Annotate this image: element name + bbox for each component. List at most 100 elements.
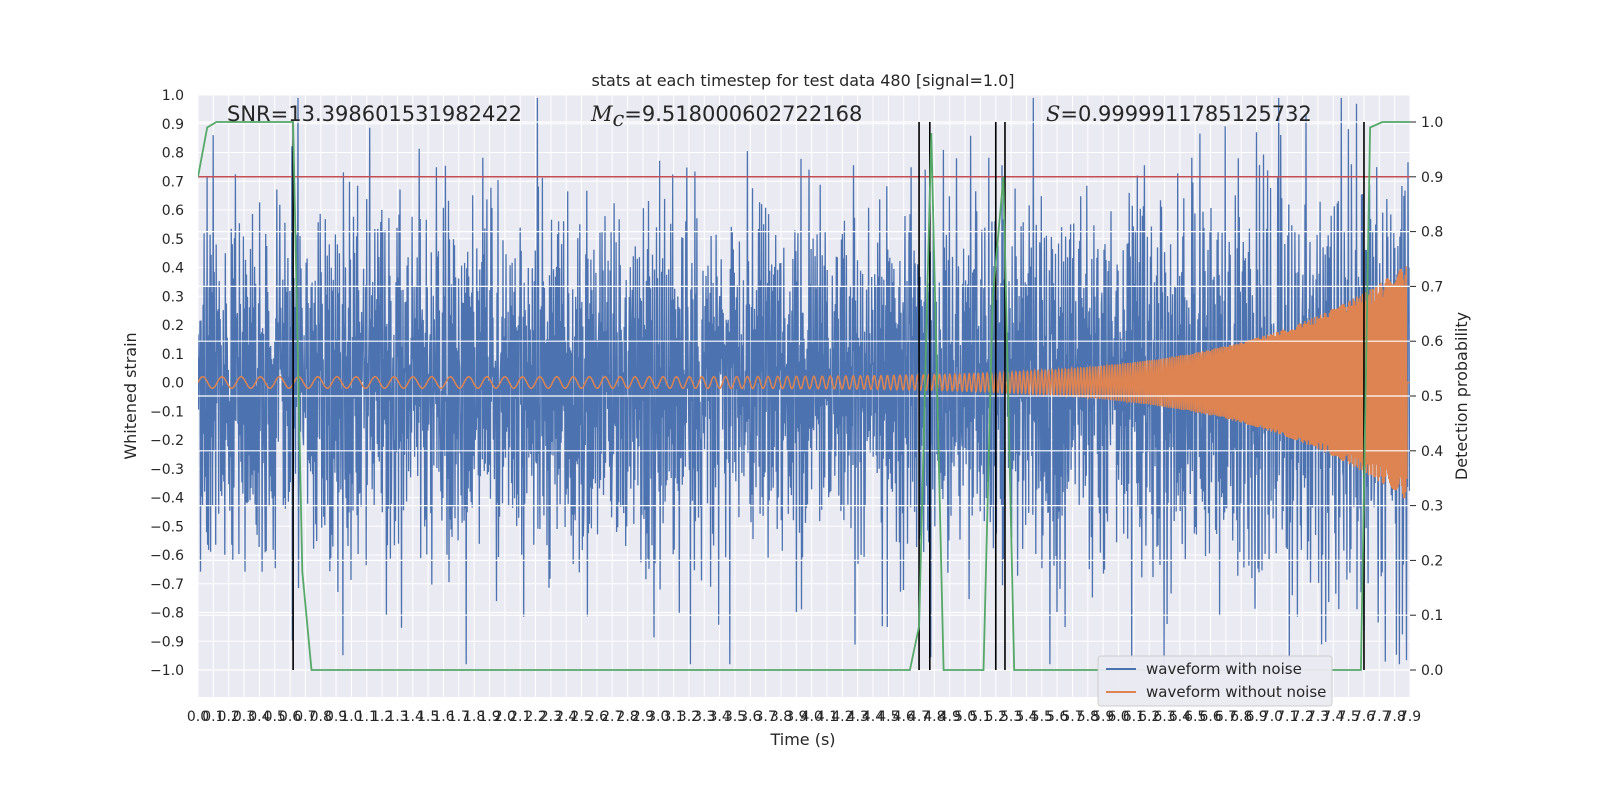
x-tick-label: 1.4 bbox=[402, 709, 424, 725]
series-line-clean bbox=[198, 266, 1410, 499]
x-tick-label: 4.8 bbox=[923, 709, 945, 725]
x-tick-label: 4.0 bbox=[801, 709, 823, 725]
x-tick-label: 4.5 bbox=[877, 709, 899, 725]
y-axis-label: Whitened strain bbox=[121, 332, 140, 459]
x-tick-label: 6.2 bbox=[1138, 709, 1160, 725]
x-tick-label: 0.7 bbox=[294, 709, 316, 725]
x-tick-label: 4.4 bbox=[862, 709, 884, 725]
x-tick-label: 0.8 bbox=[310, 709, 332, 725]
x-tick-label: 7.0 bbox=[1261, 709, 1283, 725]
y2-axis-label: Detection probability bbox=[1452, 312, 1471, 480]
y2-tick-label: 0.2 bbox=[1421, 553, 1443, 569]
chirp-mass-annotation: Mc=9.518000602722168 bbox=[590, 102, 862, 131]
y-tick-label: 0.6 bbox=[162, 203, 184, 219]
x-tick-label: 6.6 bbox=[1199, 709, 1221, 725]
x-tick-label: 5.2 bbox=[985, 709, 1007, 725]
x-tick-label: 2.8 bbox=[616, 709, 638, 725]
y2-tick-label: 0.9 bbox=[1421, 170, 1443, 186]
x-tick-label: 6.4 bbox=[1169, 709, 1191, 725]
x-tick-label: 3.4 bbox=[708, 709, 730, 725]
x-axis-label: Time (s) bbox=[769, 730, 835, 749]
x-tick-label: 1.6 bbox=[432, 709, 454, 725]
y-tick-label: −0.1 bbox=[150, 404, 184, 420]
y-tick-label: −1.0 bbox=[150, 663, 184, 679]
noise-waveform-layer bbox=[198, 97, 1410, 665]
x-tick-label: 6.5 bbox=[1184, 709, 1206, 725]
x-tick-label: 5.7 bbox=[1061, 709, 1083, 725]
x-tick-label: 2.1 bbox=[509, 709, 531, 725]
x-tick-label: 6.0 bbox=[1107, 709, 1129, 725]
x-tick-label: 4.1 bbox=[816, 709, 838, 725]
x-tick-label: 2.3 bbox=[540, 709, 562, 725]
x-tick-label: 4.7 bbox=[908, 709, 930, 725]
x-tick-label: 5.6 bbox=[1046, 709, 1068, 725]
clean-waveform-layer bbox=[198, 266, 1410, 499]
y-tick-label: 0.9 bbox=[162, 117, 184, 133]
y-tick-label: −0.3 bbox=[150, 462, 184, 478]
x-tick-label: 2.5 bbox=[570, 709, 592, 725]
y2-tick-label: 0.1 bbox=[1421, 608, 1443, 624]
series-line-noise bbox=[198, 97, 1410, 665]
x-tick-label: 6.3 bbox=[1153, 709, 1175, 725]
y-tick-label: 0.7 bbox=[162, 174, 184, 190]
chart-title: stats at each timestep for test data 480… bbox=[591, 71, 1014, 90]
x-tick-label: 2.0 bbox=[494, 709, 516, 725]
y-tick-label: 0.8 bbox=[162, 146, 184, 162]
y2-tick-label: 0.0 bbox=[1421, 663, 1443, 679]
snr-annotation: SNR=13.398601531982422 bbox=[227, 102, 522, 126]
x-tick-label: 3.5 bbox=[724, 709, 746, 725]
x-tick-label: 1.3 bbox=[386, 709, 408, 725]
x-tick-label: 7.6 bbox=[1353, 709, 1375, 725]
x-tick-label: 0.4 bbox=[248, 709, 270, 725]
x-tick-label: 7.8 bbox=[1384, 709, 1406, 725]
x-tick-label: 4.6 bbox=[893, 709, 915, 725]
y-tick-label: 0.0 bbox=[162, 376, 184, 392]
x-tick-label: 3.7 bbox=[755, 709, 777, 725]
x-tick-label: 4.3 bbox=[847, 709, 869, 725]
x-tick-label: 5.8 bbox=[1077, 709, 1099, 725]
x-tick-label: 5.9 bbox=[1092, 709, 1114, 725]
y-tick-label: 0.2 bbox=[162, 318, 184, 334]
x-tick-label: 3.9 bbox=[785, 709, 807, 725]
x-tick-label: 3.0 bbox=[647, 709, 669, 725]
y2-tick-label: 1.0 bbox=[1421, 115, 1443, 131]
y-tick-label: 0.1 bbox=[162, 347, 184, 363]
legend-label-noise: waveform with noise bbox=[1146, 660, 1302, 678]
x-tick-label: 5.1 bbox=[969, 709, 991, 725]
x-tick-label: 0.1 bbox=[202, 709, 224, 725]
x-tick-label: 3.2 bbox=[678, 709, 700, 725]
x-tick-label: 3.6 bbox=[739, 709, 761, 725]
x-tick-label: 6.9 bbox=[1245, 709, 1267, 725]
y-tick-label: −0.4 bbox=[150, 491, 184, 507]
chirp-mass-symbol: M bbox=[590, 102, 613, 126]
x-tick-label: 4.2 bbox=[831, 709, 853, 725]
x-tick-label: 0.0 bbox=[187, 709, 209, 725]
y-tick-label: 0.5 bbox=[162, 232, 184, 248]
y2-tick-label: 0.6 bbox=[1421, 334, 1443, 350]
x-axis-ticks: 0.00.10.20.30.40.50.60.70.80.91.01.11.21… bbox=[187, 709, 1421, 725]
x-tick-label: 5.0 bbox=[954, 709, 976, 725]
x-tick-label: 6.7 bbox=[1215, 709, 1237, 725]
y-tick-label: −0.2 bbox=[150, 433, 184, 449]
y2-tick-label: 0.8 bbox=[1421, 225, 1443, 241]
x-tick-label: 1.8 bbox=[463, 709, 485, 725]
x-tick-label: 7.9 bbox=[1399, 709, 1421, 725]
x-tick-label: 5.3 bbox=[1000, 709, 1022, 725]
y2-axis-ticks: 1.0 0.9 0.8 0.7 0.6 0.5 0.4 0.3 0.2 0.1 0.0 bbox=[1410, 115, 1443, 679]
y2-tick-label: 0.3 bbox=[1421, 499, 1443, 515]
x-tick-label: 2.9 bbox=[632, 709, 654, 725]
x-tick-label: 2.2 bbox=[524, 709, 546, 725]
x-tick-label: 1.0 bbox=[340, 709, 362, 725]
x-tick-label: 0.9 bbox=[325, 709, 347, 725]
legend: waveform with noise waveform without noi… bbox=[1097, 655, 1333, 707]
y-tick-label: −0.8 bbox=[150, 606, 184, 622]
x-tick-label: 2.7 bbox=[601, 709, 623, 725]
y2-tick-label: 0.7 bbox=[1421, 279, 1443, 295]
x-tick-label: 0.6 bbox=[279, 709, 301, 725]
y2-tick-label: 0.4 bbox=[1421, 444, 1443, 460]
x-tick-label: 5.4 bbox=[1015, 709, 1037, 725]
s-symbol: S bbox=[1046, 102, 1060, 126]
y-tick-label: −0.5 bbox=[150, 519, 184, 535]
x-tick-label: 7.3 bbox=[1307, 709, 1329, 725]
